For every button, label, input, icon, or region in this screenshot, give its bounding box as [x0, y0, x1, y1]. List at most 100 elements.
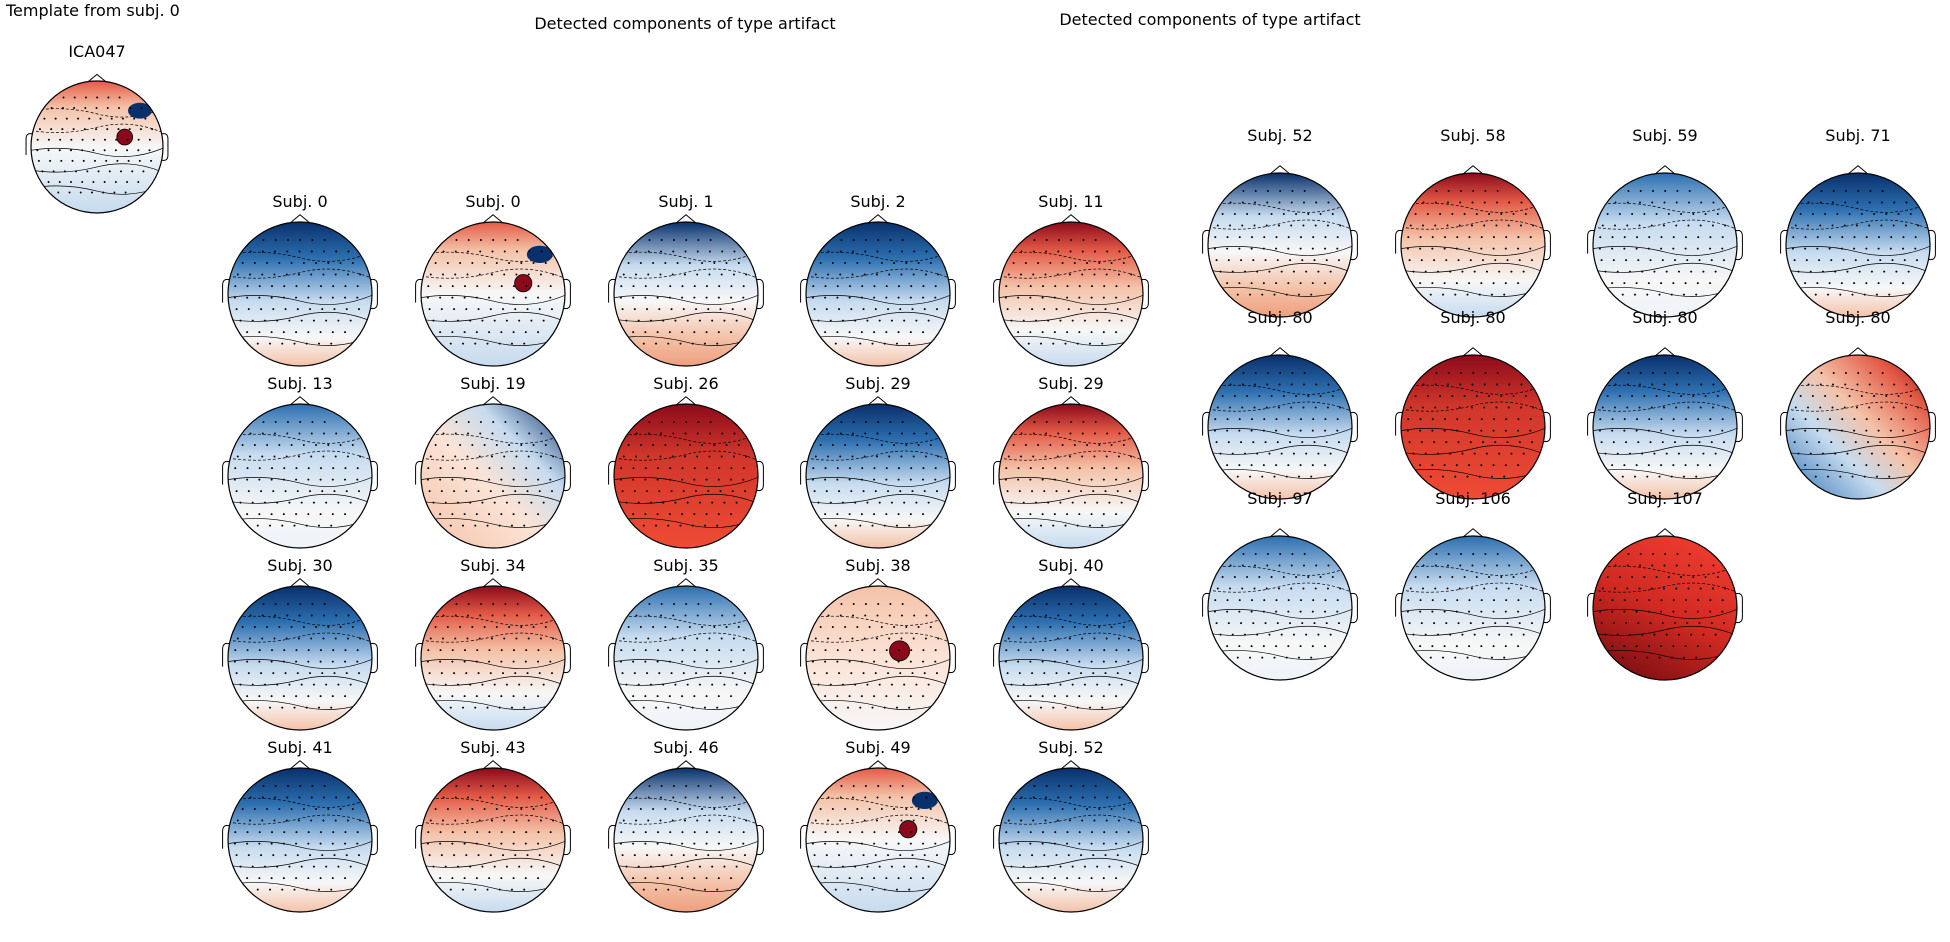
sensor-dot	[660, 239, 663, 241]
sensor-dot	[1646, 293, 1649, 296]
sensor-dot	[1118, 614, 1121, 617]
sensor-dot	[908, 342, 911, 345]
sensor-dot	[426, 296, 429, 299]
sensor-dot	[504, 785, 507, 787]
sensor-dot	[1221, 395, 1224, 398]
sensor-dot	[1302, 406, 1305, 409]
sensor-dot	[1240, 441, 1243, 444]
contour-line	[806, 450, 950, 461]
sensor-dot	[875, 455, 878, 458]
sensor-dot	[866, 683, 869, 686]
sensor-dot	[498, 342, 501, 345]
sensor-dot	[1022, 865, 1025, 868]
sensor-dot	[489, 854, 492, 857]
sensor-dot	[488, 831, 491, 834]
sensor-dot	[1236, 656, 1239, 659]
sensor-dot	[1891, 441, 1894, 444]
sensor-dot	[139, 128, 142, 131]
sensor-dot	[711, 865, 714, 868]
sensor-dot	[251, 865, 254, 868]
sensor-dot	[897, 842, 900, 845]
sensor-dot	[1687, 587, 1690, 590]
sensor-dot	[1684, 645, 1687, 648]
sensor-dot	[824, 331, 827, 334]
contour-line	[999, 268, 1143, 279]
sensor-dot	[276, 501, 279, 504]
topomap	[222, 578, 378, 731]
nose-outline	[867, 396, 889, 406]
sensor-dot	[646, 308, 649, 311]
sensor-dot	[515, 819, 518, 822]
sensor-dot	[897, 467, 900, 470]
sensor-dot	[439, 478, 442, 481]
sensor-dot	[319, 285, 322, 288]
sensor-dot	[274, 432, 277, 435]
sensor-dot	[491, 614, 494, 617]
sensor-dot	[701, 444, 704, 447]
sensor-dot	[660, 785, 663, 787]
sensor-dot	[105, 159, 108, 162]
contour-line	[999, 632, 1143, 643]
sensor-dot	[251, 319, 254, 322]
sensor-dot	[1612, 259, 1615, 262]
ear-outline	[1141, 824, 1149, 856]
contour-line	[421, 476, 565, 487]
sensor-dot	[1327, 564, 1330, 567]
head-outline	[1785, 354, 1931, 500]
sensor-dot	[1017, 331, 1020, 334]
nose-outline	[1060, 578, 1082, 588]
sensor-dot	[1010, 683, 1013, 686]
sensor-dot	[1287, 429, 1290, 432]
sensor-dot	[144, 117, 147, 120]
sensor-dot	[429, 819, 432, 822]
sensor-dot	[897, 877, 900, 880]
sensor-dot	[1287, 645, 1290, 648]
sensor-dot	[831, 808, 834, 811]
sensor-dot	[900, 614, 903, 617]
sensor-dot	[632, 877, 635, 880]
sensor-dot	[899, 308, 902, 311]
sensor-dot	[934, 831, 937, 834]
sensor-dot	[1064, 888, 1067, 891]
sensor-dot	[516, 603, 519, 605]
sensor-dot	[1027, 342, 1030, 345]
sensor-dot	[1020, 637, 1023, 640]
sensor-dot	[477, 308, 480, 311]
sensor-dot	[1635, 247, 1638, 250]
sensor-dot	[1490, 656, 1493, 659]
sensor-dot	[93, 159, 96, 162]
sensor-dot	[1618, 395, 1621, 398]
contour-line	[1786, 287, 1930, 297]
sensor-dot	[711, 319, 714, 322]
sensor-dot	[290, 262, 293, 265]
sensor-dot	[467, 785, 470, 787]
sensor-dot	[705, 877, 708, 880]
sensor-dot	[1031, 854, 1034, 857]
sensor-dot	[1093, 273, 1096, 276]
sensor-dot	[1018, 854, 1021, 857]
sensor-dot	[233, 842, 236, 845]
contour-line	[1401, 401, 1545, 412]
sensor-dot	[1214, 418, 1217, 421]
sensor-dot	[1226, 599, 1229, 602]
sensor-dot	[451, 331, 454, 334]
sensor-dot	[332, 649, 335, 652]
sensor-dot	[876, 614, 879, 617]
sensor-dot	[1651, 190, 1654, 192]
sensor-dot	[312, 865, 315, 868]
sensor-dot	[1520, 564, 1523, 567]
sensor-dot	[1329, 270, 1332, 273]
sensor-dot	[1635, 645, 1638, 648]
sensor-dot	[478, 819, 481, 822]
sensor-dot	[1532, 224, 1535, 227]
sensor-dot	[1880, 224, 1883, 227]
sensor-dot	[1275, 645, 1278, 648]
sensor-dot	[455, 239, 458, 241]
sensor-dot	[462, 888, 465, 891]
sensor-dot	[1457, 259, 1460, 262]
sensor-dot	[73, 107, 76, 110]
topomap	[1202, 528, 1358, 681]
contour-line	[1593, 427, 1737, 438]
sensor-dot	[276, 319, 279, 322]
head-outline	[1400, 354, 1546, 500]
